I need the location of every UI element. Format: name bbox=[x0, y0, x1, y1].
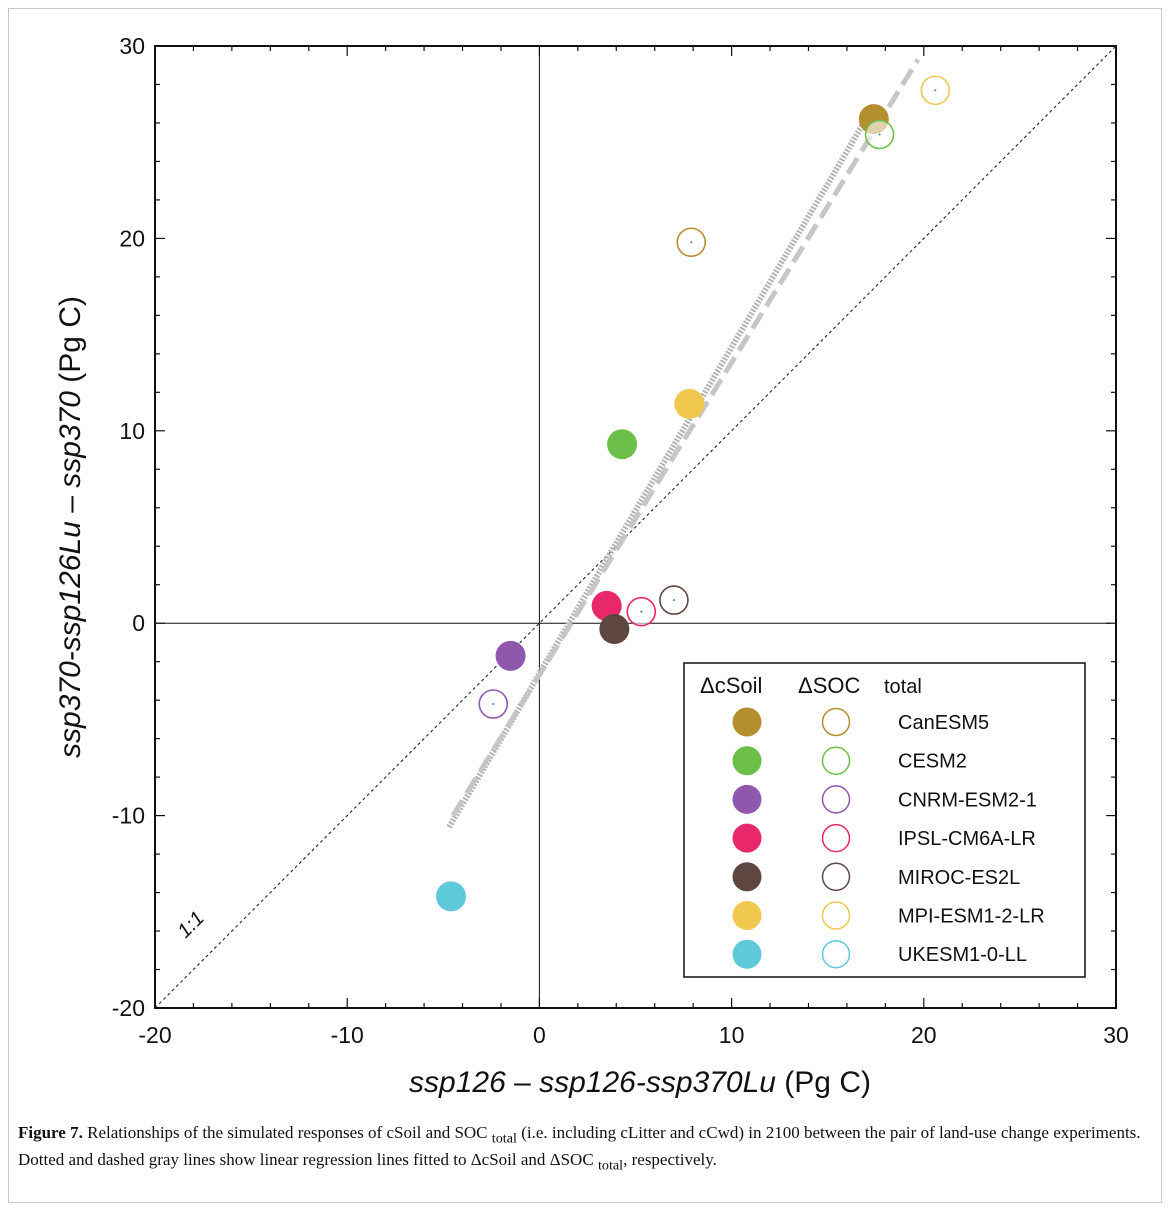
one-to-one-line bbox=[155, 46, 1116, 1008]
legend-marker-open bbox=[821, 707, 851, 737]
legend-label: MIROC-ES2L bbox=[898, 867, 1020, 889]
x-tick-label: -10 bbox=[331, 1022, 364, 1048]
x-tick-label: 10 bbox=[719, 1022, 745, 1048]
point-soc-center-ipsl-cm6a-lr bbox=[640, 610, 643, 613]
x-axis-label-a: ssp126 bbox=[409, 1066, 506, 1099]
point-csoil-mpi-esm1-2-lr bbox=[674, 388, 705, 419]
y-axis-label-b: ssp370 bbox=[54, 391, 87, 488]
x-tick-label: -20 bbox=[138, 1022, 171, 1048]
x-tick-label: 20 bbox=[911, 1022, 937, 1048]
y-tick-label: 20 bbox=[119, 225, 145, 251]
legend-label: IPSL-CM6A-LR bbox=[898, 828, 1036, 850]
x-tick-label: 0 bbox=[533, 1022, 546, 1048]
points-group bbox=[435, 75, 951, 912]
legend-marker-open bbox=[821, 862, 851, 892]
point-csoil-cnrm-esm2-1 bbox=[495, 640, 526, 671]
figure-frame bbox=[8, 8, 1162, 1203]
legend-label: CanESM5 bbox=[898, 712, 989, 734]
caption-text-2: (i.e. including cLitter and cCwd) in 210… bbox=[18, 1123, 1141, 1170]
legend-header-open: ΔSOC bbox=[798, 673, 860, 698]
legend-label: CESM2 bbox=[898, 751, 967, 773]
legend-marker-filled bbox=[732, 784, 762, 814]
y-tick-label: 10 bbox=[119, 418, 145, 444]
legend-label: MPI-ESM1-2-LR bbox=[898, 906, 1045, 928]
y-axis-label-unit: (Pg C) bbox=[54, 296, 87, 391]
legend-label: CNRM-ESM2-1 bbox=[898, 789, 1037, 811]
point-soc-center-mpi-esm1-2-lr bbox=[934, 89, 937, 92]
legend-marker-open bbox=[821, 901, 851, 930]
point-csoil-ipsl-cm6a-lr bbox=[591, 590, 622, 621]
x-axis-label: ssp126 – ssp126-ssp370Lu (Pg C) bbox=[409, 1066, 871, 1099]
legend-marker-filled bbox=[732, 939, 762, 969]
legend-marker-open bbox=[821, 746, 851, 775]
point-csoil-ukesm1-0-ll bbox=[435, 881, 466, 912]
caption-sub-1: total bbox=[491, 1130, 517, 1147]
one-to-one-label: 1:1 bbox=[174, 907, 209, 942]
caption-figure-label: Figure 7. bbox=[18, 1123, 83, 1142]
x-tick-label: 30 bbox=[1103, 1022, 1129, 1048]
regression-line-dotted bbox=[446, 104, 877, 829]
legend-marker-open bbox=[821, 823, 851, 853]
legend: ΔcSoil ΔSOC total CanESM5 CESM2 CNRM-ESM2-1 I… bbox=[683, 662, 1086, 978]
legend-marker-filled bbox=[732, 823, 762, 853]
caption-text-1: Relationships of the simulated responses… bbox=[82, 1123, 492, 1142]
y-axis-label: ssp370-ssp126Lu – ssp370 (Pg C) bbox=[54, 296, 87, 758]
regression-line-dashed bbox=[450, 58, 921, 817]
figure-caption: Figure 7. Relationships of the simulated… bbox=[18, 1122, 1152, 1177]
point-soc-center-cesm2 bbox=[878, 133, 881, 136]
x-axis-label-dash: – bbox=[506, 1066, 539, 1099]
caption-sub-2: total bbox=[597, 1157, 624, 1174]
y-tick-label: -10 bbox=[112, 803, 145, 829]
point-csoil-cesm2 bbox=[607, 429, 638, 460]
legend-label: UKESM1-0-LL bbox=[898, 944, 1027, 966]
y-axis-label-a: ssp370-ssp126Lu bbox=[54, 521, 87, 758]
scatter-chart: -20 -10 0 10 20 30 -20 -10 0 10 20 30 1:1 ΔcSoil ΔSO… bbox=[54, 33, 1129, 1099]
legend-header-open-sub: total bbox=[884, 676, 922, 698]
legend-marker-filled bbox=[732, 862, 762, 892]
legend-marker-open bbox=[821, 939, 851, 969]
point-soc-center-cnrm-esm2-1 bbox=[492, 703, 495, 706]
point-soc-center-canesm5 bbox=[690, 241, 693, 244]
caption-text-3: , respectively. bbox=[623, 1150, 717, 1170]
legend-marker-filled bbox=[732, 901, 762, 930]
y-tick-label: -20 bbox=[112, 995, 145, 1021]
legend-marker-filled bbox=[732, 707, 762, 737]
y-tick-label: 30 bbox=[119, 33, 145, 59]
x-axis-label-unit: (Pg C) bbox=[776, 1066, 871, 1099]
y-axis-label-dash: – bbox=[54, 488, 87, 521]
legend-header-filled: ΔcSoil bbox=[700, 673, 762, 698]
x-axis-label-b: ssp126-ssp370Lu bbox=[539, 1066, 776, 1099]
point-soc-center-miroc-es2l bbox=[672, 599, 675, 602]
legend-marker-open bbox=[821, 785, 851, 814]
plot-frame bbox=[154, 45, 1117, 1009]
legend-marker-filled bbox=[732, 746, 762, 776]
point-csoil-miroc-es2l bbox=[599, 613, 630, 644]
y-tick-label: 0 bbox=[132, 610, 145, 636]
